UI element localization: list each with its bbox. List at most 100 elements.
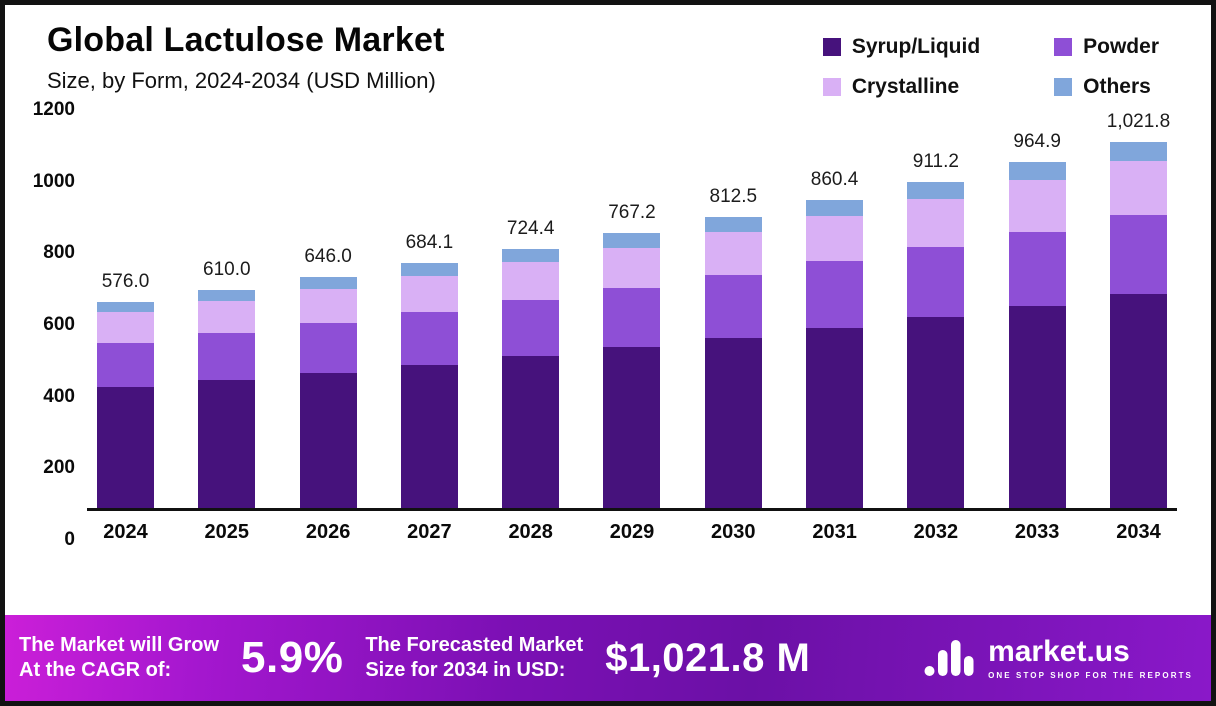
bar-segment-syrup-liquid — [1109, 293, 1167, 509]
forecast-label: The Forecasted Market Size for 2034 in U… — [365, 634, 584, 681]
bar-segment-crystalline — [1109, 161, 1167, 216]
bar-column-2029: 767.2 — [603, 202, 661, 509]
bar-segment-powder — [400, 312, 458, 365]
bar-segment-syrup-liquid — [97, 387, 154, 509]
x-tick-label: 2024 — [103, 521, 148, 544]
brand-text: market.us ONE STOP SHOP FOR THE REPORTS — [988, 634, 1193, 680]
bar-column-2034: 1,021.8 — [1106, 111, 1171, 509]
bar-segment-others — [603, 233, 661, 248]
x-tick-label: 2025 — [204, 521, 250, 544]
bar-segment-crystalline — [1008, 180, 1066, 232]
bar-segment-others — [1008, 162, 1066, 181]
bar-column-2033: 964.9 — [1008, 131, 1066, 509]
plot-right: 576.0 610.0 646.0 684.1 724.4 767.2 812.5 860.4… — [87, 111, 1177, 544]
chart-header: Global Lactulose Market Size, by Form, 2… — [5, 5, 1211, 99]
bar-column-2026: 646.0 — [299, 246, 357, 509]
footer-banner: The Market will Grow At the CAGR of: 5.9… — [5, 615, 1211, 701]
bar-column-2032: 911.2 — [907, 150, 965, 509]
bar-stack — [97, 301, 154, 509]
bar-column-2025: 610.0 — [198, 258, 256, 509]
bar-total-label: 767.2 — [608, 202, 656, 224]
x-tick-label: 2031 — [812, 521, 857, 544]
x-tick-label: 2033 — [1014, 521, 1060, 544]
bar-stack — [1008, 162, 1066, 509]
legend-label: Crystalline — [851, 75, 960, 98]
bar-segment-powder — [97, 343, 154, 388]
bar-segment-syrup-liquid — [1008, 305, 1066, 509]
bar-segment-crystalline — [97, 312, 154, 343]
bar-segment-syrup-liquid — [400, 364, 458, 509]
cagr-label: The Market will Grow At the CAGR of: — [19, 634, 220, 681]
plot-area: 576.0 610.0 646.0 684.1 724.4 767.2 812.5 860.4… — [87, 111, 1177, 509]
bar-column-2030: 812.5 — [704, 186, 762, 509]
bar-segment-others — [806, 199, 864, 216]
bar-segment-powder — [299, 322, 357, 373]
bar-total-label: 610.0 — [203, 258, 251, 280]
y-tick-label: 600 — [43, 313, 75, 335]
x-tick-label: 2026 — [305, 521, 351, 544]
marketus-logo: market.us ONE STOP SHOP FOR THE REPORTS — [924, 634, 1193, 680]
x-tick-label: 2027 — [407, 521, 452, 544]
bar-total-label: 684.1 — [405, 232, 454, 254]
forecast-value: $1,021.8 M — [605, 635, 811, 680]
bar-segment-syrup-liquid — [502, 356, 560, 509]
bar-segment-crystalline — [806, 215, 864, 262]
y-tick-label: 1200 — [32, 98, 75, 120]
legend-swatch — [1054, 38, 1073, 56]
legend-swatch — [1054, 78, 1073, 96]
bar-stack — [704, 217, 762, 509]
bar-stack — [806, 199, 864, 509]
marketus-logo-icon — [924, 640, 974, 676]
brand-name: market.us — [988, 634, 1130, 668]
y-tick-label: 0 — [64, 528, 75, 550]
bar-total-label: 576.0 — [101, 270, 150, 292]
bar-stack — [603, 233, 661, 509]
bar-total-label: 964.9 — [1013, 131, 1061, 153]
bar-stack — [299, 276, 357, 509]
bar-segment-syrup-liquid — [704, 337, 762, 509]
legend-label: Others — [1083, 75, 1151, 98]
legend-label: Syrup/Liquid — [851, 35, 981, 58]
bar-column-2031: 860.4 — [806, 168, 864, 509]
bar-total-label: 812.5 — [709, 186, 758, 207]
y-axis: 0 200 400 600 800 1000 1200 — [21, 99, 87, 550]
bar-segment-powder — [198, 333, 256, 381]
bar-column-2027: 684.1 — [400, 232, 458, 509]
bar-segment-others — [704, 217, 762, 233]
bar-stack — [1109, 142, 1167, 509]
bar-segment-powder — [1008, 231, 1066, 306]
title-block: Global Lactulose Market Size, by Form, 2… — [47, 21, 445, 94]
legend-swatch — [822, 38, 841, 56]
legend-item-crystalline: Crystalline — [822, 75, 980, 99]
bar-segment-syrup-liquid — [806, 327, 864, 509]
bar-segment-others — [1109, 142, 1167, 162]
y-tick-label: 400 — [43, 385, 75, 407]
bar-total-label: 911.2 — [912, 150, 959, 172]
bar-total-label: 1,021.8 — [1106, 111, 1171, 132]
legend-label: Powder — [1083, 35, 1159, 58]
bar-segment-powder — [704, 275, 762, 338]
bar-stack — [400, 263, 458, 509]
bar-segment-crystalline — [400, 275, 458, 313]
bar-segment-syrup-liquid — [907, 317, 965, 509]
y-tick-label: 800 — [43, 242, 75, 264]
bar-total-label: 724.4 — [506, 217, 555, 239]
bar-segment-crystalline — [603, 247, 661, 289]
legend-item-syrup-liquid: Syrup/Liquid — [822, 35, 981, 59]
bar-total-label: 860.4 — [810, 168, 859, 190]
bar-segment-others — [198, 289, 256, 301]
legend-item-powder: Powder — [1054, 35, 1159, 59]
bar-column-2024: 576.0 — [97, 270, 154, 509]
bar-segment-others — [400, 263, 458, 276]
bar-segment-powder — [907, 246, 965, 318]
chart-area: 0 200 400 600 800 1000 1200 576.0 610.0 646.0 684… — [21, 99, 1177, 550]
bar-stack — [502, 248, 560, 509]
y-tick-label: 1000 — [32, 170, 75, 192]
bar-segment-others — [907, 181, 965, 199]
bar-segment-powder — [603, 288, 661, 348]
x-tick-label: 2034 — [1116, 521, 1161, 544]
x-tick-label: 2029 — [609, 521, 655, 544]
chart-region: 0 200 400 600 800 1000 1200 576.0 610.0 646.0 684… — [5, 99, 1211, 615]
bar-segment-syrup-liquid — [603, 347, 661, 509]
